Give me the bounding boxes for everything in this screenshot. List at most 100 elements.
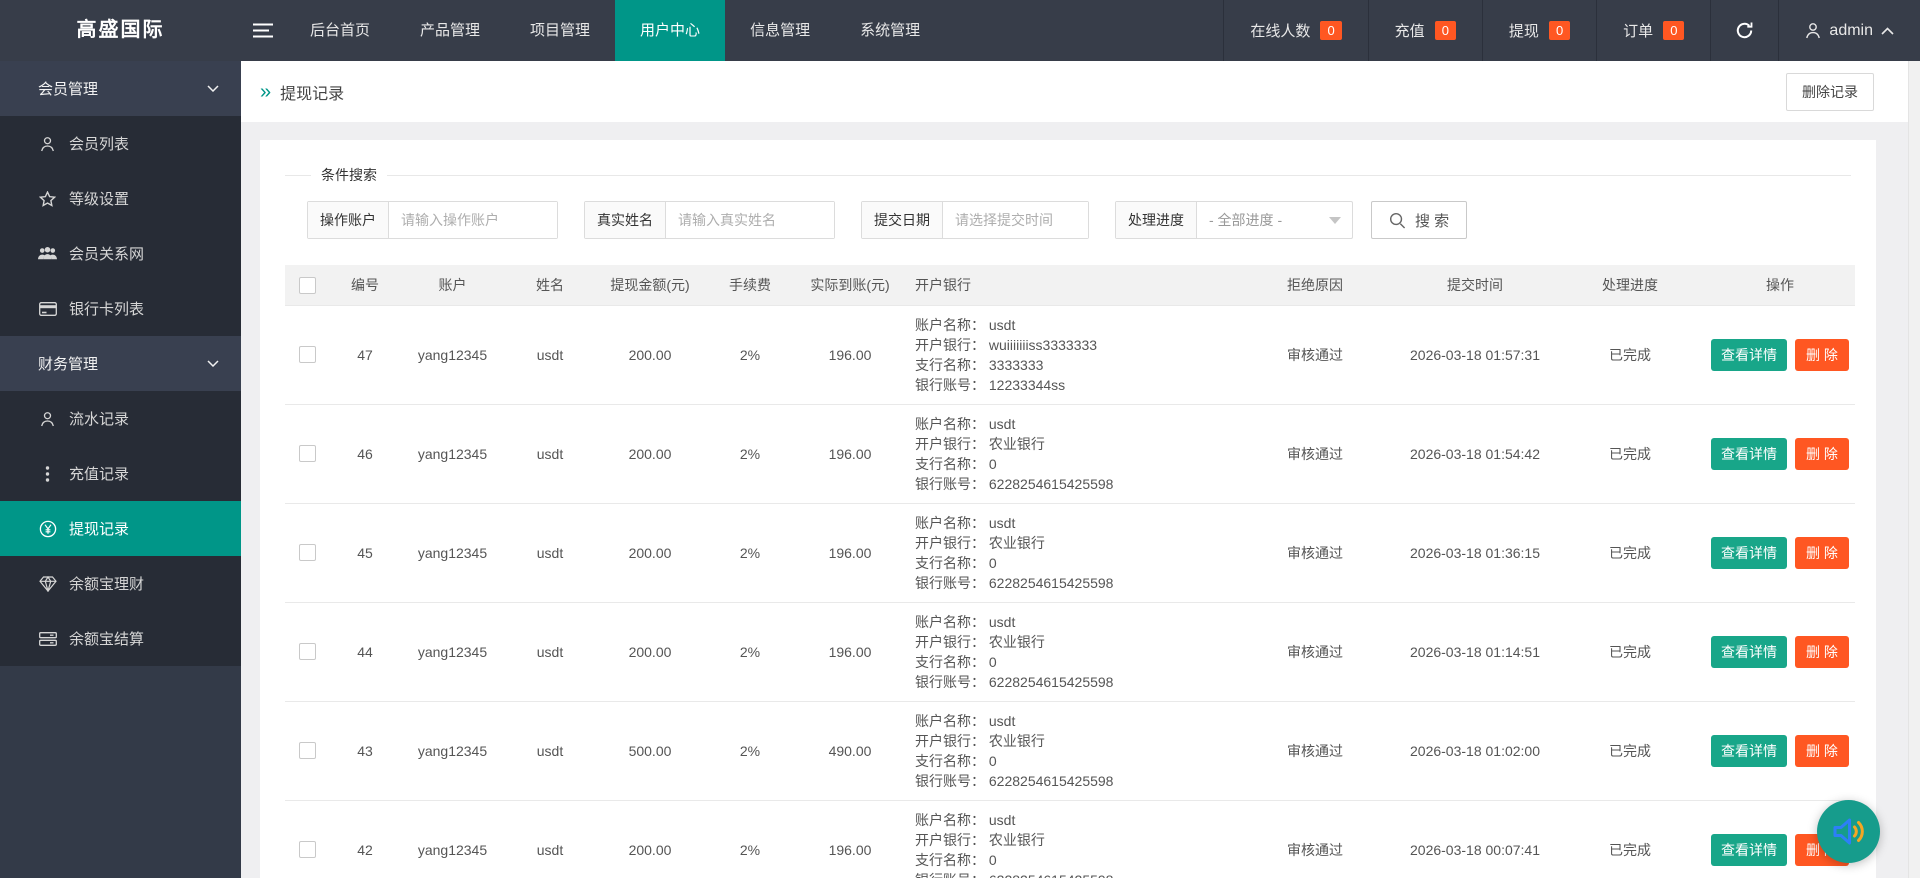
select-all-cell — [285, 265, 330, 306]
search-button[interactable]: 搜 索 — [1371, 201, 1468, 239]
view-detail-button[interactable]: 查看详情 — [1711, 635, 1788, 668]
sidebar-section-title-1[interactable]: 财务管理 — [0, 336, 241, 391]
search-field-input-1[interactable] — [666, 202, 834, 238]
bank-info-line: 账户名称： usdt — [915, 316, 1016, 333]
search-field-2: 提交日期 — [861, 201, 1089, 239]
top-tab-2[interactable]: 项目管理 — [530, 22, 591, 39]
top-tab-1[interactable]: 产品管理 — [420, 22, 481, 39]
row-checkbox-cell — [285, 503, 330, 603]
row-checkbox-cell — [285, 404, 330, 504]
sidebar-item-0-3[interactable]: 银行卡列表 — [0, 281, 241, 336]
topbar-stat-3[interactable]: 订单 0 — [1596, 0, 1710, 61]
sidebar-item-1-1[interactable]: 充值记录 — [0, 446, 241, 501]
delete-records-button[interactable]: 删除记录 — [1786, 72, 1874, 111]
search-field-0: 操作账户 — [307, 201, 558, 239]
topbar-stat-0[interactable]: 在线人数 0 — [1223, 0, 1367, 61]
row-name: usdt — [505, 305, 595, 405]
stat-count-badge: 0 — [1434, 21, 1456, 40]
row-checkbox[interactable] — [299, 643, 316, 661]
table-row: 42 yang12345 usdt 200.00 2% 196.00 账户名称： usdt 开… — [285, 800, 1855, 878]
bank-info-line: 银行账号： 6228254615425598 — [915, 673, 1114, 690]
view-detail-button[interactable]: 查看详情 — [1711, 437, 1788, 470]
delete-button[interactable]: 删 除 — [1795, 338, 1849, 371]
star-icon — [38, 190, 57, 207]
view-detail-button[interactable]: 查看详情 — [1711, 338, 1788, 371]
breadcrumb-arrow-icon: » — [260, 80, 272, 103]
row-checkbox[interactable] — [299, 544, 316, 562]
stat-label: 订单 — [1623, 23, 1654, 40]
sidebar-item-label: 流水记录 — [69, 411, 130, 428]
bank-info-line: 开户银行： wuiiiiiiiss3333333 — [915, 336, 1098, 353]
users-icon — [38, 246, 57, 261]
top-tab-0[interactable]: 后台首页 — [310, 22, 371, 39]
row-actual: 196.00 — [795, 305, 905, 405]
sidebar-item-1-3[interactable]: 余额宝理财 — [0, 556, 241, 611]
row-account: yang12345 — [400, 602, 505, 702]
topbar-stat-1[interactable]: 充值 0 — [1367, 0, 1482, 61]
stat-count-badge: 0 — [1548, 21, 1571, 40]
progress-select-value: - 全部进度 - — [1209, 212, 1283, 228]
row-id: 43 — [330, 701, 400, 801]
bank-card-icon — [38, 301, 57, 316]
search-field-input-2[interactable] — [943, 202, 1088, 238]
topbar-right: 在线人数 0 充值 0 提现 0 订单 0 admin — [1223, 0, 1920, 61]
sidebar-item-0-0[interactable]: 会员列表 — [0, 116, 241, 171]
sidebar-section-title-0[interactable]: 会员管理 — [0, 61, 241, 116]
chevron-down-icon — [207, 85, 219, 92]
breadcrumb: » 提现记录 删除记录 — [241, 61, 1920, 122]
view-detail-button[interactable]: 查看详情 — [1711, 536, 1788, 569]
top-tab-4[interactable]: 信息管理 — [750, 22, 811, 39]
sidebar-item-1-2[interactable]: 提现记录 — [0, 501, 241, 556]
table-header-row: 编号 账户 姓名 提现金额(元) 手续费 实际到账(元) 开户银行 拒绝原因 提交时间 处理进度操… — [285, 265, 1855, 306]
refresh-button[interactable] — [1710, 0, 1778, 61]
bank-info-line: 账户名称： usdt — [915, 712, 1016, 729]
user-icon — [38, 411, 57, 427]
scrollbar[interactable] — [1908, 61, 1920, 878]
row-name: usdt — [505, 602, 595, 702]
topbar-stat-2[interactable]: 提现 0 — [1481, 0, 1596, 61]
view-detail-button[interactable]: 查看详情 — [1711, 833, 1788, 866]
search-row: 操作账户 真实姓名 提交日期 处理进度 - 全部进度 - 搜 索 — [307, 201, 1851, 239]
sidebar-item-0-2[interactable]: 会员关系网 — [0, 226, 241, 281]
table-header-4: 手续费 — [705, 265, 795, 306]
sidebar-item-0-1[interactable]: 等级设置 — [0, 171, 241, 226]
delete-button[interactable]: 删 除 — [1795, 734, 1849, 767]
row-account: yang12345 — [400, 701, 505, 801]
top-tab-5[interactable]: 系统管理 — [860, 22, 921, 39]
select-all-checkbox[interactable] — [299, 276, 316, 294]
table-header-5: 实际到账(元) — [795, 265, 905, 306]
row-fee: 2% — [705, 305, 795, 405]
row-checkbox[interactable] — [299, 742, 316, 760]
top-tab-3[interactable]: 用户中心 — [615, 0, 726, 61]
dots-icon — [38, 465, 57, 482]
admin-name: admin — [1829, 21, 1873, 39]
row-actual: 196.00 — [795, 404, 905, 504]
row-submit-time: 2026-03-18 01:57:31 — [1395, 305, 1555, 405]
search-legend: 条件搜索 — [321, 167, 377, 183]
search-field-label: 操作账户 — [308, 202, 389, 238]
user-icon — [38, 136, 57, 152]
bank-info-line: 支行名称： 0 — [915, 554, 997, 571]
delete-button[interactable]: 删 除 — [1795, 437, 1849, 470]
sidebar-item-label: 会员列表 — [69, 136, 130, 153]
view-detail-button[interactable]: 查看详情 — [1711, 734, 1788, 767]
delete-button[interactable]: 删 除 — [1795, 536, 1849, 569]
sidebar-item-1-4[interactable]: 余额宝结算 — [0, 611, 241, 666]
row-amount: 200.00 — [595, 404, 705, 504]
row-checkbox[interactable] — [299, 841, 316, 859]
table-header-7: 拒绝原因 — [1235, 265, 1395, 306]
menu-toggle-icon[interactable] — [241, 0, 285, 61]
top-nav: 后台首页 产品管理 项目管理 用户中心 信息管理 系统管理 — [285, 0, 945, 61]
sidebar-item-1-0[interactable]: 流水记录 — [0, 391, 241, 446]
sound-toggle-button[interactable] — [1817, 800, 1880, 863]
admin-menu[interactable]: admin — [1778, 0, 1920, 61]
row-checkbox[interactable] — [299, 346, 316, 364]
progress-select[interactable]: - 全部进度 - — [1197, 202, 1352, 238]
row-id: 47 — [330, 305, 400, 405]
bank-info-line: 银行账号： 12233344ss — [915, 376, 1066, 393]
row-checkbox[interactable] — [299, 445, 316, 463]
sidebar-item-label: 等级设置 — [69, 191, 130, 208]
row-checkbox-cell — [285, 305, 330, 405]
delete-button[interactable]: 删 除 — [1795, 635, 1849, 668]
search-field-input-0[interactable] — [389, 202, 557, 238]
